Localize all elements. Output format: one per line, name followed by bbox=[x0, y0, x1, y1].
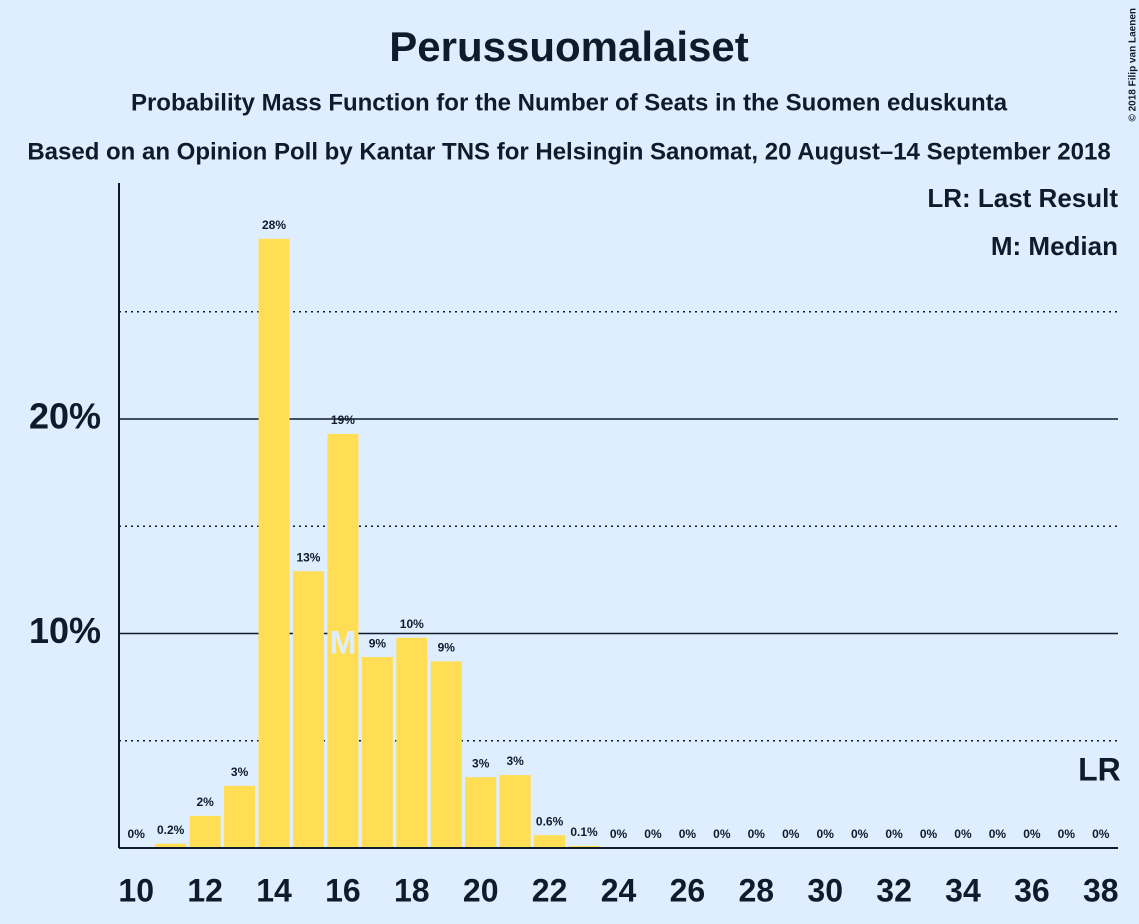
x-tick-label: 34 bbox=[945, 872, 981, 908]
value-label: 0% bbox=[1058, 827, 1076, 841]
value-label: 3% bbox=[506, 754, 524, 768]
bar bbox=[499, 775, 531, 848]
x-tick-label: 24 bbox=[601, 872, 637, 908]
x-tick-label: 38 bbox=[1083, 872, 1119, 908]
bar bbox=[361, 657, 393, 848]
value-label: 0% bbox=[1023, 827, 1041, 841]
value-label: 9% bbox=[438, 641, 456, 655]
legend-entry: LR: Last Result bbox=[927, 183, 1118, 213]
value-label: 0% bbox=[782, 827, 800, 841]
x-tick-label: 20 bbox=[463, 872, 499, 908]
value-label: 19% bbox=[331, 413, 355, 427]
value-label: 0% bbox=[817, 827, 835, 841]
y-tick-label: 20% bbox=[29, 395, 101, 436]
value-label: 3% bbox=[472, 756, 490, 770]
legend-entry: M: Median bbox=[991, 231, 1118, 261]
bar bbox=[568, 845, 600, 848]
chart-title: Perussuomalaiset bbox=[389, 23, 749, 70]
bar bbox=[155, 843, 187, 848]
copyright: © 2018 Filip van Laenen bbox=[1128, 8, 1139, 122]
x-tick-label: 36 bbox=[1014, 872, 1050, 908]
last-result-marker: LR bbox=[1078, 751, 1121, 787]
bar bbox=[327, 433, 359, 848]
x-tick-label: 14 bbox=[256, 872, 292, 908]
value-label: 0% bbox=[920, 827, 938, 841]
bar bbox=[189, 815, 221, 848]
value-label: 9% bbox=[369, 636, 387, 650]
value-label: 0% bbox=[748, 827, 766, 841]
value-label: 28% bbox=[262, 218, 286, 232]
value-label: 13% bbox=[296, 550, 320, 564]
bar bbox=[430, 661, 462, 848]
value-label: 0% bbox=[128, 827, 146, 841]
value-label: 0% bbox=[610, 827, 628, 841]
value-label: 0.6% bbox=[536, 814, 564, 828]
chart-subtitle: Based on an Opinion Poll by Kantar TNS f… bbox=[27, 138, 1110, 165]
x-tick-label: 18 bbox=[394, 872, 430, 908]
value-label: 0.2% bbox=[157, 823, 185, 837]
chart-subtitle: Probability Mass Function for the Number… bbox=[131, 89, 1008, 116]
value-label: 10% bbox=[400, 617, 424, 631]
value-label: 2% bbox=[196, 795, 214, 809]
value-label: 0% bbox=[851, 827, 869, 841]
value-label: 0% bbox=[885, 827, 903, 841]
median-marker: M bbox=[330, 624, 357, 660]
bar bbox=[396, 637, 428, 848]
bar bbox=[258, 238, 290, 849]
x-tick-label: 28 bbox=[738, 872, 774, 908]
value-label: 0% bbox=[989, 827, 1007, 841]
value-label: 0% bbox=[644, 827, 662, 841]
value-label: 0% bbox=[713, 827, 731, 841]
value-label: 0.1% bbox=[570, 825, 598, 839]
x-tick-label: 12 bbox=[187, 872, 223, 908]
x-tick-label: 26 bbox=[670, 872, 706, 908]
x-tick-label: 16 bbox=[325, 872, 361, 908]
bar bbox=[465, 777, 497, 848]
x-tick-label: 22 bbox=[532, 872, 568, 908]
value-label: 0% bbox=[954, 827, 972, 841]
x-tick-label: 30 bbox=[807, 872, 843, 908]
value-label: 3% bbox=[231, 765, 249, 779]
x-tick-label: 32 bbox=[876, 872, 912, 908]
bar bbox=[292, 571, 324, 848]
x-tick-label: 10 bbox=[118, 872, 154, 908]
value-label: 0% bbox=[679, 827, 697, 841]
bar bbox=[224, 785, 256, 848]
value-label: 0% bbox=[1092, 827, 1110, 841]
bar bbox=[534, 835, 566, 848]
y-tick-label: 10% bbox=[29, 610, 101, 651]
